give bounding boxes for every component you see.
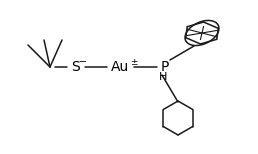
Text: Au: Au bbox=[111, 60, 129, 74]
Text: ±: ± bbox=[130, 57, 138, 67]
Text: −: − bbox=[79, 57, 87, 67]
Text: P: P bbox=[161, 60, 169, 74]
Text: S: S bbox=[72, 60, 80, 74]
Text: H: H bbox=[159, 72, 167, 82]
